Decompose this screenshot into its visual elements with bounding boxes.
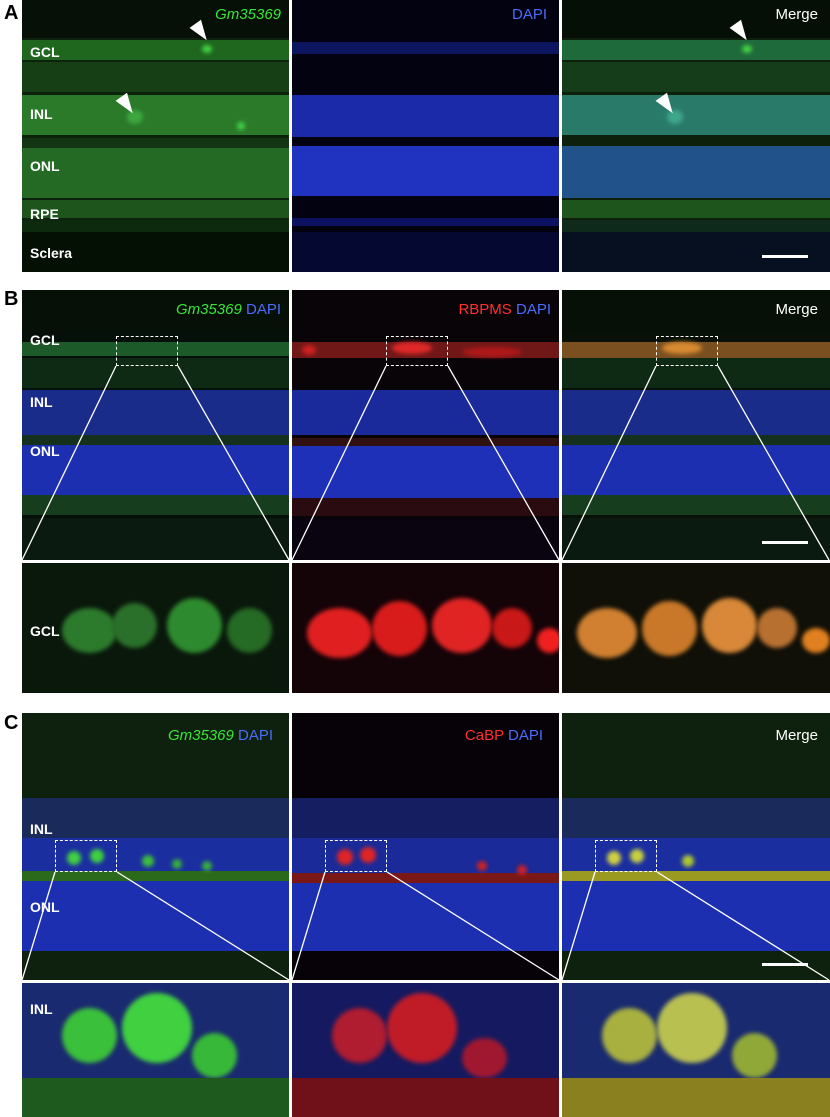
panel-c-merge-zoom-image [562,983,830,1117]
layer-label-gcl: GCL [30,332,60,348]
panel-letter-b: B [4,288,19,310]
panel-b-red-image: RBPMS DAPI [292,290,559,560]
marker-label-gm35369: Gm35369 [175,301,242,318]
marker-label-dapi: DAPI [515,301,551,318]
merge-label: Merge [775,6,818,23]
merge-label: Merge [775,301,818,318]
zoom-region-box [656,336,718,366]
layer-label-inl: INL [30,1001,53,1017]
scale-bar [762,963,808,966]
panel-b-merge-image: Merge [562,290,830,560]
marker-label-dapi: DAPI [507,727,543,744]
layer-label-onl: ONL [30,158,60,174]
panel-a-dapi-image: DAPI [292,0,559,272]
panel-letter-c: C [4,712,19,734]
layer-label-inl: INL [30,821,53,837]
layer-label-onl: ONL [30,443,60,459]
layer-label-inl: INL [30,106,53,122]
zoom-region-box [386,336,448,366]
panel-a-merge-image: Merge [562,0,830,272]
layer-label-gcl: GCL [30,623,60,639]
marker-label-gm35369: Gm35369 [215,6,281,23]
scale-bar [762,541,808,544]
marker-label-gm35369: Gm35369 [167,727,234,744]
scale-bar [762,255,808,258]
layer-label-inl: INL [30,394,53,410]
panel-c-merge-image: Merge [562,713,830,980]
layer-label-onl: ONL [30,899,60,915]
panel-c-green-zoom-image: INL [22,983,289,1117]
zoom-region-box [325,840,387,872]
panel-c-red-zoom-image [292,983,559,1117]
layer-label-gcl: GCL [30,44,60,60]
zoom-region-box [595,840,657,872]
marker-label-dapi: DAPI [511,6,547,23]
panel-c-green-image: Gm35369 DAPI INL ONL [22,713,289,980]
merge-label: Merge [775,727,818,744]
panel-a-green-image: Gm35369 GCL INL ONL RPE Sclera [22,0,289,272]
layer-label-rpe: RPE [30,206,59,222]
panel-b-merge-zoom-image [562,563,830,693]
panel-b-green-zoom-image: GCL [22,563,289,693]
panel-c-red-image: CaBP DAPI [292,713,559,980]
panel-b-red-zoom-image [292,563,559,693]
marker-label-dapi: DAPI [245,301,281,318]
marker-label-dapi: DAPI [237,727,273,744]
zoom-region-box [116,336,178,366]
zoom-region-box [55,840,117,872]
panel-b-green-image: Gm35369 DAPI GCL INL ONL [22,290,289,560]
panel-letter-a: A [4,2,19,24]
marker-label-cabp: CaBP [464,727,504,744]
layer-label-sclera: Sclera [30,245,73,261]
marker-label-rbpms: RBPMS [458,301,512,318]
